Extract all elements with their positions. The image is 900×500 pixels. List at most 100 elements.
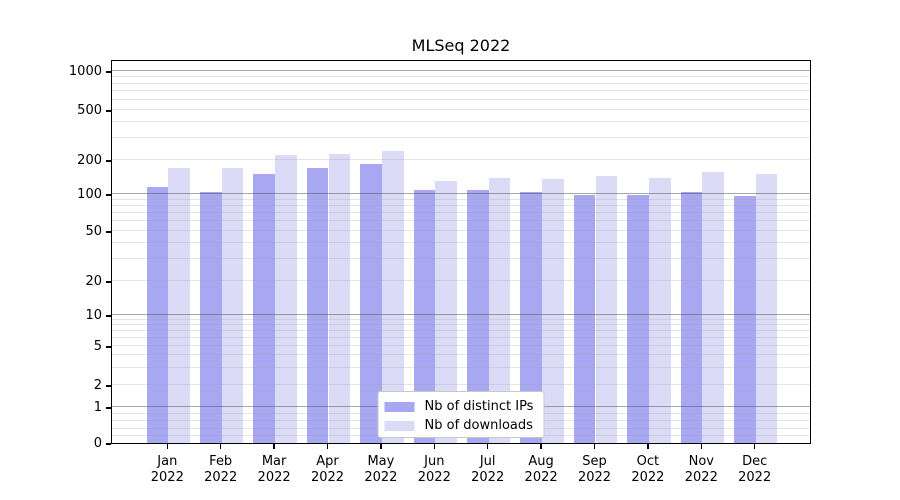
x-tick-label-jun: Jun 2022 <box>392 454 476 486</box>
x-tick-year: 2022 <box>684 470 718 485</box>
x-tick-month: Mar <box>261 454 287 469</box>
x-tick-mark-nov <box>700 444 703 449</box>
x-tick-month: Dec <box>742 454 768 469</box>
x-tick-mark-dec <box>753 444 756 449</box>
gridline-2 <box>112 384 810 386</box>
x-tick-mark-oct <box>647 444 649 449</box>
gridline-5 <box>112 344 810 346</box>
x-tick-mark-feb <box>219 444 222 449</box>
y-tick-mark-0 <box>106 443 111 445</box>
y-tick-label-10: 10 <box>85 308 102 324</box>
bar-downloads-apr <box>328 154 351 443</box>
gridline-90 <box>112 198 810 200</box>
y-tick-label-200: 200 <box>77 152 102 168</box>
bar-ips-sep <box>573 195 596 443</box>
chart-title: MLSeq 2022 <box>411 36 511 55</box>
y-tick-label-0: 0 <box>93 436 102 451</box>
gridline-800 <box>112 82 810 84</box>
gridline-3 <box>112 366 810 368</box>
bar-downloads-jan <box>168 168 191 443</box>
y-tick-mark-10 <box>106 315 111 317</box>
gridline-9 <box>112 318 810 320</box>
x-tick-year: 2022 <box>310 470 345 485</box>
x-tick-year: 2022 <box>577 470 612 485</box>
gridline-6 <box>112 336 810 338</box>
y-tick-label-5: 5 <box>93 338 102 354</box>
gridline-4 <box>112 354 810 356</box>
x-tick-label-feb: Feb 2022 <box>179 454 263 486</box>
x-tick-year: 2022 <box>417 470 451 485</box>
bar-ips-dec <box>733 196 756 443</box>
legend: Nb of distinct IPs Nb of downloads <box>377 391 545 438</box>
x-tick-mark-jul <box>486 444 489 449</box>
bar-ips-feb <box>199 191 222 443</box>
x-tick-label-nov: Nov 2022 <box>659 454 743 486</box>
x-tick-label-apr: Apr 2022 <box>286 454 370 486</box>
x-tick-year: 2022 <box>631 470 665 485</box>
bar-ips-jun <box>413 190 436 443</box>
x-tick-month: Oct <box>636 454 660 469</box>
bar-downloads-aug <box>542 179 564 443</box>
bar-ips-aug <box>520 192 543 443</box>
y-tick-mark-1 <box>106 407 111 409</box>
bar-downloads-nov <box>702 172 725 443</box>
legend-swatch-distinct-ips <box>384 401 415 412</box>
gridline-10 <box>112 314 810 316</box>
gridline-30 <box>112 257 810 259</box>
x-tick-year: 2022 <box>364 470 398 485</box>
y-tick-mark-2 <box>106 385 111 387</box>
x-tick-mark-apr <box>326 444 329 449</box>
gridline-200 <box>112 159 810 160</box>
bar-ips-nov <box>680 192 703 443</box>
gridline-20 <box>112 279 810 281</box>
legend-label-downloads: Nb of downloads <box>424 418 533 433</box>
gridline-1000 <box>112 69 810 71</box>
x-tick-year: 2022 <box>471 470 505 485</box>
y-tick-mark-200 <box>106 160 111 162</box>
y-tick-label-1000: 1000 <box>68 63 102 79</box>
x-tick-year: 2022 <box>738 470 772 485</box>
bars-layer <box>112 61 810 443</box>
y-tick-label-20: 20 <box>85 273 102 289</box>
x-tick-mark-sep <box>593 444 596 449</box>
gridlines-layer <box>112 61 810 443</box>
bar-downloads-jun <box>435 180 458 443</box>
gridline-50 <box>112 230 810 232</box>
gridline-600 <box>112 98 810 100</box>
y-tick-mark-500 <box>106 110 111 112</box>
gridline-8 <box>112 324 810 326</box>
gridline-40 <box>112 242 810 244</box>
gridline-100 <box>112 193 810 195</box>
gridline-900 <box>112 75 810 77</box>
x-tick-year: 2022 <box>524 470 558 485</box>
x-tick-year: 2022 <box>204 470 238 485</box>
legend-item-distinct-ips: Nb of distinct IPs <box>384 397 538 416</box>
gridline-300 <box>112 136 810 138</box>
x-tick-mark-jun <box>433 444 436 449</box>
bar-ips-jul <box>466 189 489 443</box>
y-tick-label-2: 2 <box>93 378 102 394</box>
x-tick-year: 2022 <box>150 470 184 485</box>
gridline-7 <box>112 329 810 331</box>
y-tick-mark-1000 <box>106 71 111 73</box>
x-tick-mark-jan <box>166 444 169 449</box>
x-tick-label-aug: Aug 2022 <box>499 454 583 486</box>
y-tick-mark-5 <box>106 346 111 348</box>
legend-swatch-downloads <box>384 420 415 431</box>
x-tick-label-may: May 2022 <box>339 454 423 486</box>
x-tick-label-oct: Oct 2022 <box>606 454 690 486</box>
y-tick-mark-100 <box>106 194 111 196</box>
legend-label-distinct-ips: Nb of distinct IPs <box>424 399 534 414</box>
bar-downloads-sep <box>595 175 618 443</box>
gridline-60 <box>112 220 810 222</box>
legend-item-downloads: Nb of downloads <box>384 416 538 435</box>
x-tick-month: Sep <box>582 454 607 469</box>
y-tick-label-500: 500 <box>77 103 102 119</box>
x-tick-month: Jun <box>424 454 445 469</box>
bar-downloads-jul <box>488 177 511 443</box>
x-tick-month: Apr <box>316 454 339 469</box>
y-tick-mark-20 <box>106 281 111 283</box>
x-tick-label-jul: Jul 2022 <box>446 454 530 486</box>
x-tick-month: May <box>367 454 395 469</box>
